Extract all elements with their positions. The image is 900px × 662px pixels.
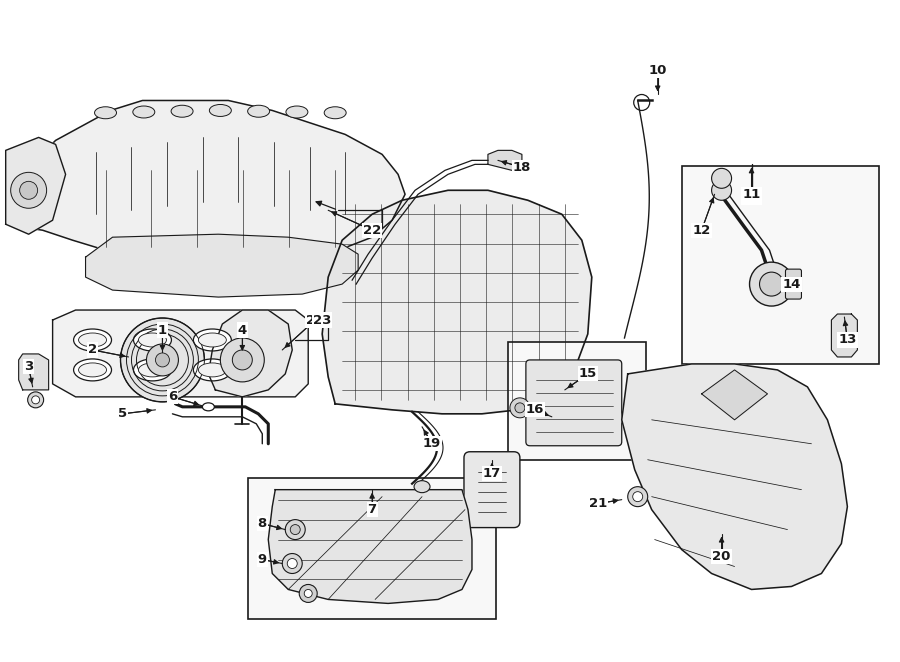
Circle shape [147, 344, 178, 376]
Circle shape [28, 392, 43, 408]
Circle shape [299, 585, 317, 602]
Ellipse shape [139, 333, 166, 347]
Text: 18: 18 [513, 161, 531, 174]
Text: 1: 1 [158, 324, 167, 336]
Circle shape [627, 487, 648, 506]
Polygon shape [622, 364, 848, 589]
Text: 11: 11 [742, 191, 760, 204]
Circle shape [515, 403, 525, 413]
Circle shape [232, 350, 252, 370]
Text: 3: 3 [24, 360, 33, 373]
Text: 19: 19 [423, 438, 441, 450]
Text: 16: 16 [526, 403, 544, 416]
Text: 2: 2 [88, 344, 97, 356]
Text: 22: 22 [363, 224, 382, 237]
Circle shape [712, 168, 732, 188]
Polygon shape [488, 150, 522, 170]
Circle shape [712, 180, 732, 201]
Text: 17: 17 [482, 467, 501, 480]
Ellipse shape [414, 481, 430, 493]
Polygon shape [268, 490, 472, 604]
Circle shape [220, 338, 265, 382]
Text: 23: 23 [313, 314, 331, 326]
Text: 22: 22 [363, 224, 382, 237]
Ellipse shape [74, 359, 112, 381]
Polygon shape [832, 314, 858, 357]
Ellipse shape [94, 107, 116, 118]
Text: 11: 11 [742, 188, 760, 201]
Circle shape [121, 318, 204, 402]
Ellipse shape [171, 105, 194, 117]
Circle shape [510, 398, 530, 418]
Ellipse shape [248, 105, 270, 117]
Circle shape [156, 353, 169, 367]
Ellipse shape [198, 333, 226, 347]
Polygon shape [86, 234, 358, 297]
Ellipse shape [133, 106, 155, 118]
Text: 4: 4 [238, 324, 247, 336]
Ellipse shape [286, 106, 308, 118]
Text: 13: 13 [838, 334, 857, 346]
FancyBboxPatch shape [786, 269, 802, 299]
Circle shape [760, 272, 784, 296]
Circle shape [633, 492, 643, 502]
Text: 10: 10 [649, 64, 667, 77]
Circle shape [290, 524, 301, 535]
Ellipse shape [139, 363, 166, 377]
Circle shape [304, 589, 312, 597]
Circle shape [287, 559, 297, 569]
Ellipse shape [78, 333, 106, 347]
Ellipse shape [133, 329, 171, 351]
Ellipse shape [194, 359, 231, 381]
Circle shape [20, 181, 38, 199]
FancyBboxPatch shape [464, 451, 520, 528]
Text: 12: 12 [692, 224, 711, 237]
Polygon shape [19, 354, 49, 390]
Circle shape [11, 172, 47, 209]
Bar [248, 478, 496, 620]
Ellipse shape [194, 329, 231, 351]
Text: 14: 14 [782, 277, 801, 291]
FancyBboxPatch shape [526, 360, 622, 446]
Text: 8: 8 [257, 517, 267, 530]
Ellipse shape [324, 107, 346, 118]
Polygon shape [5, 138, 66, 234]
Ellipse shape [202, 403, 214, 411]
Ellipse shape [74, 329, 112, 351]
Polygon shape [322, 190, 592, 414]
Polygon shape [22, 101, 405, 270]
Ellipse shape [133, 359, 171, 381]
Text: 6: 6 [167, 391, 177, 403]
Ellipse shape [210, 105, 231, 117]
Circle shape [285, 520, 305, 540]
Circle shape [750, 262, 794, 306]
Text: 21: 21 [589, 497, 607, 510]
Text: 5: 5 [118, 407, 127, 420]
Ellipse shape [78, 363, 106, 377]
Text: 20: 20 [713, 550, 731, 563]
Bar [508, 342, 645, 459]
Polygon shape [209, 310, 292, 397]
Text: 7: 7 [367, 503, 377, 516]
Polygon shape [702, 370, 768, 420]
Circle shape [32, 396, 40, 404]
Polygon shape [52, 310, 308, 397]
Text: 9: 9 [257, 553, 267, 566]
Circle shape [283, 553, 302, 573]
Ellipse shape [198, 363, 226, 377]
Text: 15: 15 [579, 367, 597, 381]
Text: 23: 23 [306, 314, 324, 326]
Bar [681, 166, 879, 364]
